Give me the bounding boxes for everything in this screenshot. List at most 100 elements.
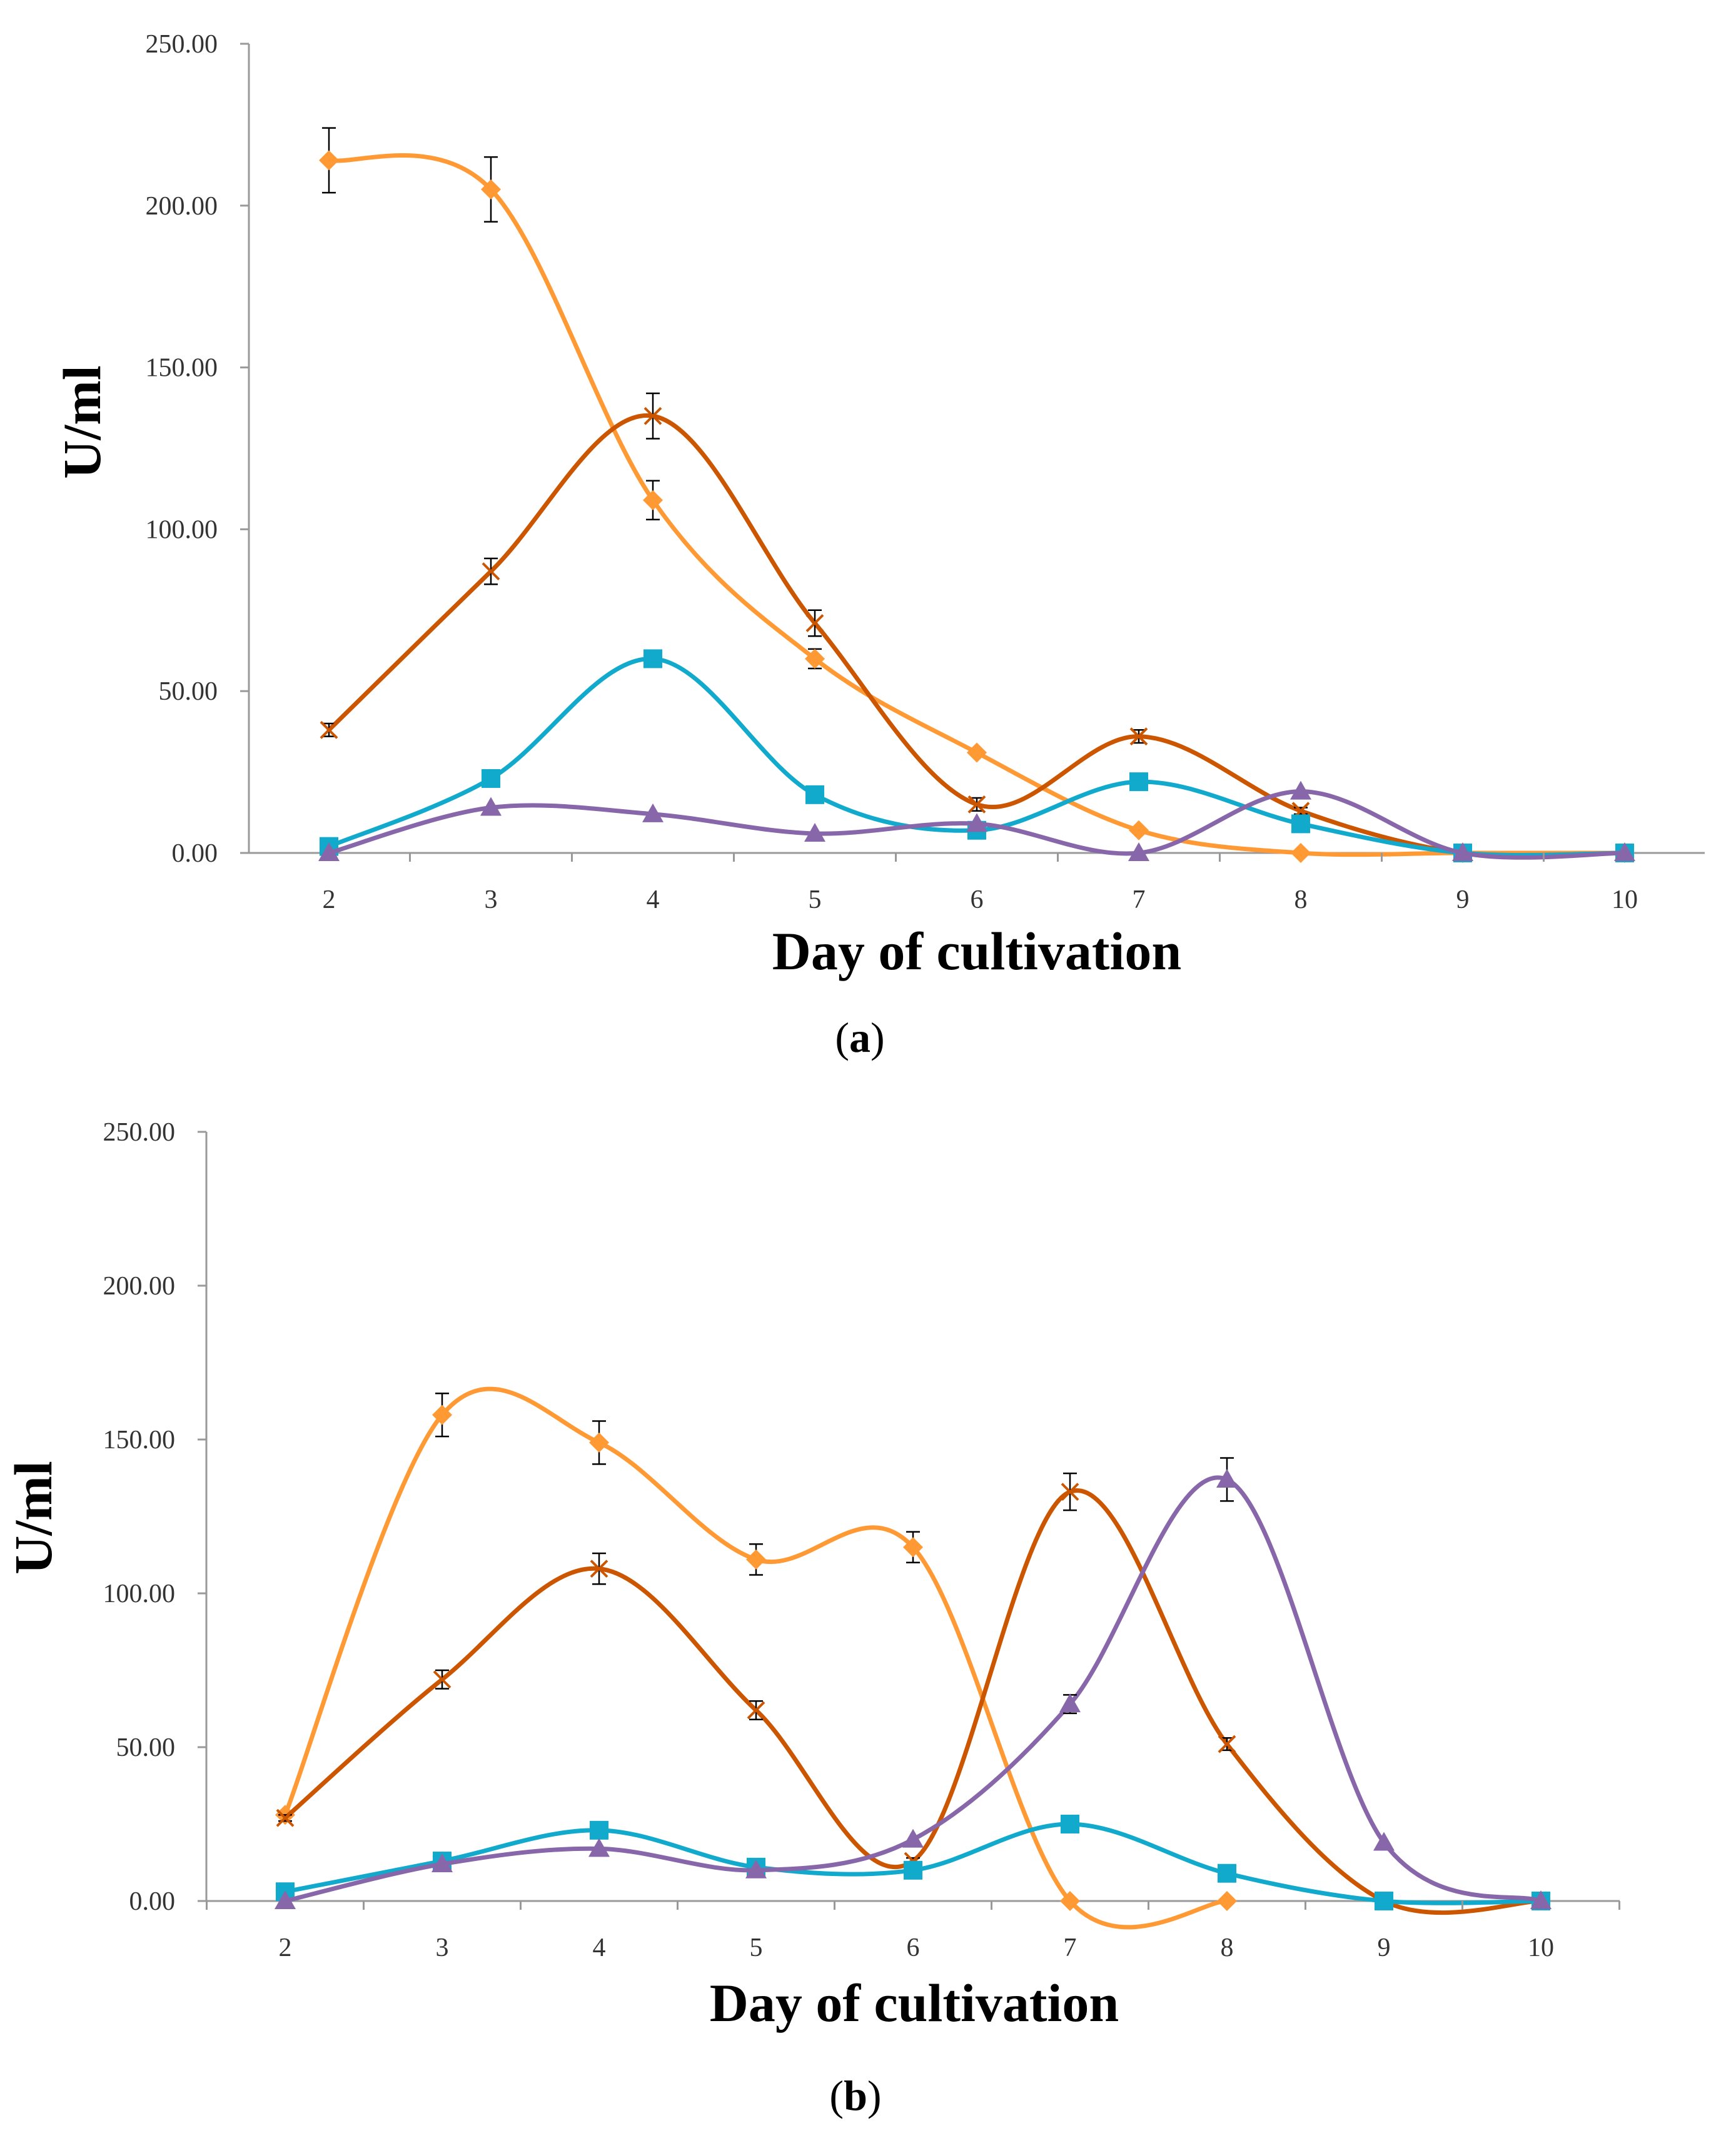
data-point-rust-star-a [967, 795, 986, 814]
y-tick-label-a: 250.00 [146, 30, 218, 59]
series-line-rust-star-b [283, 1488, 1543, 1915]
data-point-orange-diamond-b [1217, 1891, 1237, 1911]
x-tick-label-b: 8 [1221, 1934, 1234, 1962]
x-tick-label-b: 6 [907, 1934, 920, 1962]
data-point-purple-triangle-b [275, 1890, 296, 1909]
data-point-teal-square-b [1218, 1863, 1236, 1883]
series-purple-triangle-a [318, 780, 1635, 861]
data-point-orange-diamond-b [746, 1549, 766, 1570]
data-point-orange-diamond-a [1291, 843, 1311, 863]
panel-letter-b: b [844, 2072, 867, 2119]
data-point-teal-square-b [1061, 1815, 1079, 1833]
x-tick-label-a: 7 [1133, 885, 1146, 914]
data-point-rust-star-b [276, 1808, 295, 1827]
x-axis-title-b: Day of cultivation [710, 1973, 1119, 2033]
data-point-teal-square-b [590, 1820, 608, 1840]
data-point-orange-diamond-a [481, 179, 501, 199]
x-tick-label-a: 10 [1612, 885, 1638, 914]
data-point-orange-diamond-b [589, 1432, 609, 1453]
series-teal-square-a [320, 649, 1634, 862]
data-point-purple-triangle-b [1059, 1693, 1081, 1713]
data-point-orange-diamond-a [643, 490, 663, 510]
data-point-purple-triangle-b [902, 1828, 924, 1848]
x-tick-label-a: 2 [323, 885, 336, 914]
series-line-teal-square-a [326, 656, 1627, 857]
series-line-rust-star-a [326, 413, 1627, 859]
y-tick-label-a: 100.00 [146, 515, 218, 544]
data-point-teal-square-a [805, 785, 824, 804]
series-rust-star-a [320, 392, 1634, 862]
x-tick-label-b: 5 [750, 1934, 763, 1962]
y-tick-label-a: 0.00 [172, 839, 218, 868]
data-point-teal-square-a [643, 649, 662, 668]
data-point-orange-diamond-b [1060, 1891, 1080, 1911]
data-point-purple-triangle-a [480, 797, 502, 816]
data-point-purple-triangle-a [1128, 842, 1149, 861]
x-tick-label-a: 3 [485, 885, 498, 914]
data-point-purple-triangle-a [1290, 780, 1311, 800]
y-tick-label-a: 200.00 [146, 192, 218, 221]
data-point-purple-triangle-a [804, 822, 825, 842]
data-point-purple-triangle-b [431, 1853, 453, 1872]
x-tick-label-b: 9 [1378, 1934, 1391, 1962]
data-point-rust-star-b [1218, 1735, 1236, 1753]
y-axis-title-a: U/ml [52, 365, 112, 479]
data-point-orange-diamond-a [319, 150, 339, 171]
data-point-purple-triangle-b [588, 1838, 610, 1857]
series-line-orange-diamond-a [326, 153, 1627, 857]
x-tick-label-a: 9 [1456, 885, 1470, 914]
data-point-teal-square-a [1129, 772, 1148, 792]
data-point-rust-star-b [433, 1670, 452, 1689]
data-point-teal-square-a [1291, 814, 1310, 834]
data-point-orange-diamond-a [967, 742, 987, 763]
chart-panel-a: 0.00 50.00 100.00 150.00 200.00 250.00 2 3 4 5 6 7 8… [52, 30, 1705, 1061]
y-axis-title-b: U/ml [3, 1461, 63, 1575]
y-tick-label-b: 100.00 [103, 1580, 176, 1608]
x-tick-label-b: 3 [436, 1934, 449, 1962]
data-point-rust-star-b [747, 1701, 765, 1720]
data-point-orange-diamond-b [903, 1537, 923, 1558]
series-purple-triangle-b [275, 1457, 1552, 1909]
data-point-purple-triangle-b [1530, 1890, 1552, 1909]
data-point-purple-triangle-b [1373, 1832, 1395, 1851]
x-tick-label-a: 8 [1294, 885, 1308, 914]
data-point-rust-star-a [482, 562, 500, 581]
y-tick-label-b: 50.00 [116, 1733, 176, 1762]
panel-letter-a: a [849, 1014, 871, 1061]
panel-caption-a: (a) [835, 1014, 884, 1061]
x-axis-title-a: Day of cultivation [772, 921, 1182, 981]
data-point-teal-square-a [482, 769, 500, 788]
data-point-purple-triangle-a [1452, 842, 1473, 861]
series-orange-diamond-b [275, 1386, 1237, 1930]
data-point-rust-star-a [1129, 727, 1148, 746]
x-tick-label-b: 10 [1528, 1934, 1554, 1962]
series-orange-diamond-a [319, 127, 1635, 863]
x-tick-label-a: 4 [647, 885, 660, 914]
x-tick-label-a: 5 [809, 885, 822, 914]
x-tick-label-b: 7 [1064, 1934, 1077, 1962]
data-point-rust-star-b [590, 1560, 608, 1578]
series-line-purple-triangle-b [283, 1475, 1543, 1904]
data-point-purple-triangle-a [318, 842, 340, 861]
data-point-purple-triangle-a [1614, 842, 1635, 861]
x-tick-label-a: 6 [971, 885, 984, 914]
y-tick-label-b: 150.00 [103, 1426, 176, 1455]
data-point-purple-triangle-b [1216, 1468, 1238, 1488]
y-tick-label-b: 200.00 [103, 1272, 176, 1301]
x-tick-label-b: 2 [279, 1934, 292, 1962]
data-point-rust-star-a [643, 406, 662, 425]
y-tick-label-b: 0.00 [129, 1887, 176, 1916]
data-point-purple-triangle-b [745, 1859, 767, 1878]
data-point-purple-triangle-a [966, 813, 987, 832]
data-point-rust-star-a [320, 720, 338, 739]
data-point-purple-triangle-a [642, 803, 664, 822]
series-line-orange-diamond-b [283, 1386, 1229, 1930]
data-point-teal-square-b [1375, 1892, 1393, 1910]
x-tick-label-b: 4 [593, 1934, 606, 1962]
data-point-orange-diamond-a [805, 648, 825, 669]
data-point-rust-star-a [805, 614, 824, 632]
y-tick-label-a: 150.00 [146, 354, 218, 383]
y-tick-label-a: 50.00 [159, 677, 218, 706]
data-point-rust-star-b [1061, 1483, 1079, 1501]
